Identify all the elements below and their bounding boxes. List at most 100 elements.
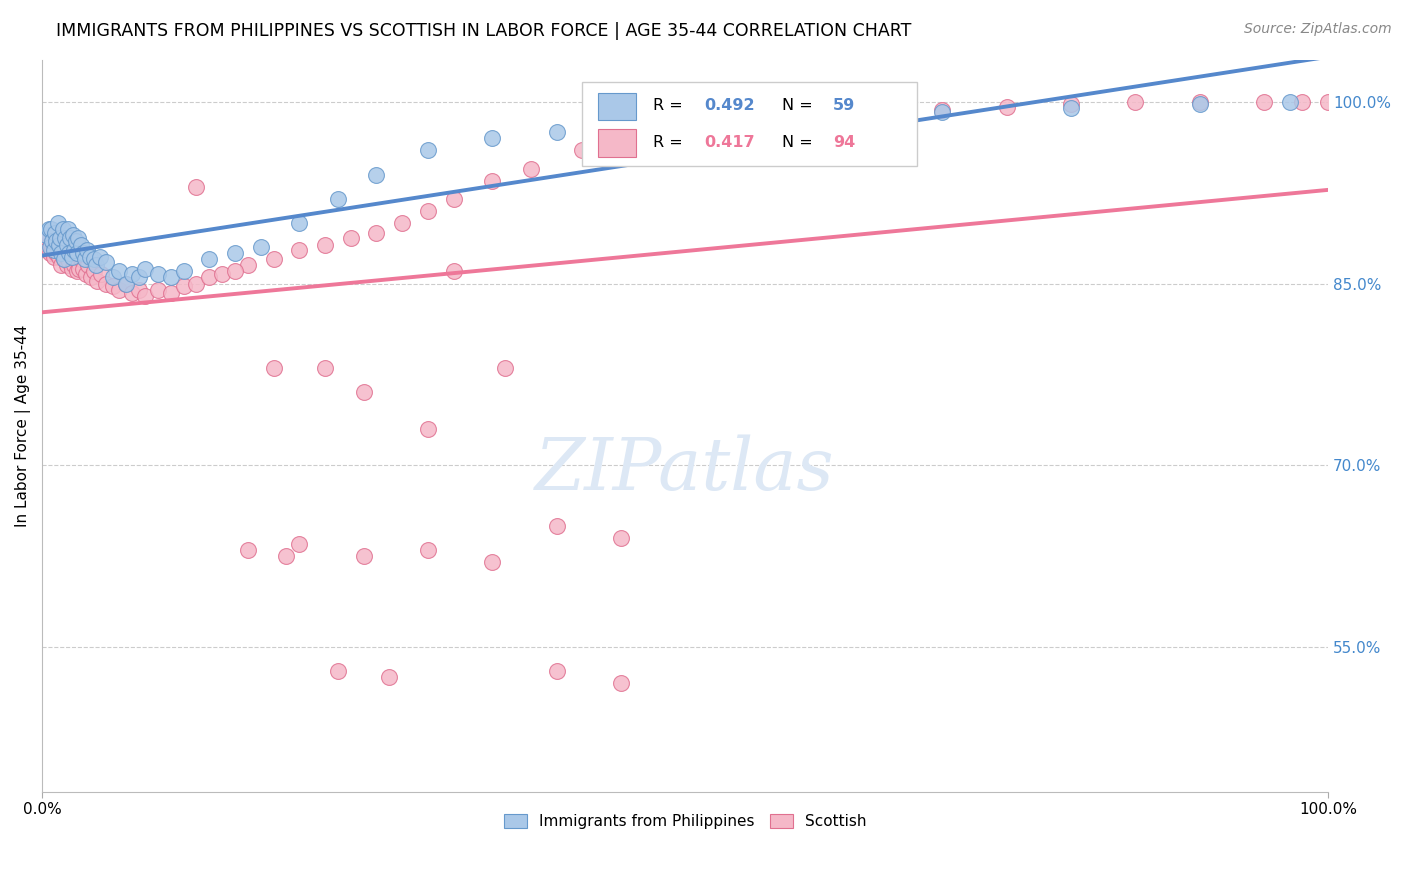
Point xyxy=(1188,95,1211,109)
Text: 0.492: 0.492 xyxy=(704,98,755,113)
Point xyxy=(416,542,439,557)
Point xyxy=(49,243,72,257)
Point xyxy=(610,676,633,690)
Point xyxy=(610,119,633,133)
Point xyxy=(67,262,90,277)
Point xyxy=(481,131,503,145)
Point xyxy=(128,270,150,285)
Point xyxy=(494,361,516,376)
Point xyxy=(44,226,66,240)
Text: IMMIGRANTS FROM PHILIPPINES VS SCOTTISH IN LABOR FORCE | AGE 35-44 CORRELATION C: IMMIGRANTS FROM PHILIPPINES VS SCOTTISH … xyxy=(56,22,911,40)
Text: R =: R = xyxy=(652,135,688,150)
Text: R =: R = xyxy=(652,98,688,113)
Point xyxy=(69,237,91,252)
Point xyxy=(38,228,60,243)
Point xyxy=(73,252,96,267)
Point xyxy=(48,237,70,252)
Point xyxy=(58,254,80,268)
Point xyxy=(1317,95,1340,109)
Point xyxy=(866,107,889,121)
Text: 0.417: 0.417 xyxy=(704,135,755,150)
Point xyxy=(481,555,503,569)
Text: Source: ZipAtlas.com: Source: ZipAtlas.com xyxy=(1244,22,1392,37)
Point xyxy=(198,252,221,267)
Point xyxy=(46,216,69,230)
Point xyxy=(44,230,66,244)
Point xyxy=(546,664,568,678)
Point xyxy=(62,228,84,243)
FancyBboxPatch shape xyxy=(598,129,637,157)
Point xyxy=(366,168,388,182)
Point xyxy=(263,361,285,376)
Point xyxy=(65,250,87,264)
Point xyxy=(931,103,953,118)
Point xyxy=(72,262,94,277)
Point xyxy=(67,230,90,244)
Point xyxy=(931,104,953,119)
Point xyxy=(378,670,401,684)
Point xyxy=(1123,95,1146,109)
Point xyxy=(38,240,60,254)
Point xyxy=(96,277,118,291)
Point xyxy=(738,117,761,131)
Point xyxy=(52,246,75,260)
Point xyxy=(623,134,645,148)
Point xyxy=(60,250,83,264)
Point xyxy=(49,230,72,244)
Point xyxy=(236,542,259,557)
Point xyxy=(803,107,825,121)
Point xyxy=(72,246,94,260)
Point xyxy=(121,267,143,281)
Point xyxy=(146,283,169,297)
Point xyxy=(37,243,59,257)
Point xyxy=(101,270,124,285)
Point xyxy=(211,267,233,281)
Point xyxy=(56,222,79,236)
Point xyxy=(673,125,696,139)
Point xyxy=(62,252,84,267)
Text: 59: 59 xyxy=(832,98,855,113)
Point xyxy=(76,243,98,257)
Point xyxy=(249,240,271,254)
Point xyxy=(67,254,90,268)
Point xyxy=(39,222,62,236)
Point xyxy=(186,277,208,291)
Point xyxy=(45,246,67,260)
Point xyxy=(108,264,131,278)
Point xyxy=(610,531,633,545)
Point xyxy=(288,243,311,257)
Point xyxy=(42,243,65,257)
Point xyxy=(108,283,131,297)
Point xyxy=(236,259,259,273)
Point xyxy=(546,518,568,533)
Point xyxy=(84,259,107,273)
Point xyxy=(59,246,82,260)
Point xyxy=(288,537,311,551)
Point xyxy=(546,125,568,139)
Point xyxy=(56,250,79,264)
Point xyxy=(65,234,87,248)
Point xyxy=(1291,95,1313,109)
Point xyxy=(114,277,136,291)
Point xyxy=(86,274,108,288)
Point xyxy=(69,252,91,267)
Point xyxy=(83,252,105,267)
Point xyxy=(224,246,246,260)
Point xyxy=(443,264,465,278)
Point xyxy=(326,664,349,678)
Point xyxy=(53,252,76,267)
Point xyxy=(35,228,58,243)
Point xyxy=(51,246,73,260)
Y-axis label: In Labor Force | Age 35-44: In Labor Force | Age 35-44 xyxy=(15,325,31,527)
Point xyxy=(1060,101,1083,115)
Text: ZIPatlas: ZIPatlas xyxy=(536,434,835,505)
FancyBboxPatch shape xyxy=(598,93,637,120)
Point xyxy=(53,230,76,244)
Point xyxy=(186,179,208,194)
Point xyxy=(55,259,77,273)
Point xyxy=(66,246,89,260)
Point xyxy=(326,192,349,206)
Point xyxy=(79,250,101,264)
Point xyxy=(89,250,111,264)
Point xyxy=(53,243,76,257)
